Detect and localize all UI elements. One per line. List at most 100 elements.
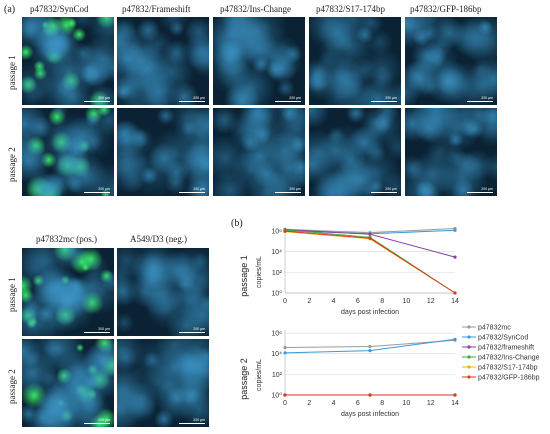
micrograph-top-r1-c2: 200 µm — [117, 17, 209, 105]
scale-bar: 200 µm — [84, 418, 110, 424]
col-title-gfp: p47832/GFP-186bp — [410, 4, 482, 14]
svg-text:p47832/frameshift: p47832/frameshift — [478, 345, 534, 352]
micrograph-top-r1-c4: 200 µm — [309, 17, 401, 105]
legend-entry-3: p47832/frameshift — [462, 345, 534, 352]
micrograph-bottom-1: 200 µm — [22, 248, 114, 336]
svg-text:p47832/GFP-186bp: p47832/GFP-186bp — [478, 375, 540, 382]
x-axis-label: days post infection — [341, 411, 399, 418]
data-point — [368, 393, 372, 397]
data-point — [283, 393, 287, 397]
x-tick-label: 12 — [427, 400, 435, 407]
scale-bar: 200 µm — [275, 96, 301, 102]
data-point — [368, 232, 372, 236]
scale-bar: 200 µm — [179, 187, 205, 193]
x-tick-label: 0 — [283, 400, 287, 407]
scale-bar-label: 200 µm — [385, 96, 397, 100]
x-tick-label: 10 — [403, 298, 411, 305]
y-tick-label: 10⁴ — [271, 351, 282, 358]
micrograph-bottom-2: 200 µm — [117, 248, 209, 336]
panel-b-label: (b) — [231, 218, 243, 229]
x-tick-label: 6 — [356, 400, 360, 407]
micrograph-top-r2-c3: 200 µm — [213, 108, 305, 196]
scale-bar-label: 200 µm — [193, 96, 205, 100]
micrograph-top-r2-c5: 200 µm — [405, 108, 497, 196]
col-title-ins-change: p47832/Ins-Change — [220, 4, 291, 14]
scale-bar-label: 200 µm — [193, 418, 205, 422]
scale-bar: 200 µm — [84, 327, 110, 333]
col-title-s17: p47832/S17-174bp — [316, 4, 386, 14]
legend-entry-4: p47832/Ins-Change — [462, 355, 540, 362]
legend-entry-5: p47832/S17-174bp — [462, 365, 538, 372]
x-tick-label: 6 — [356, 298, 360, 305]
micrograph-top-r2-c4: 200 µm — [309, 108, 401, 196]
scale-bar: 200 µm — [84, 96, 110, 102]
x-tick-label: 4 — [332, 400, 336, 407]
data-point — [453, 393, 457, 397]
scale-bar-label: 200 µm — [98, 187, 110, 191]
col-title-syncod: p47832/SynCod — [30, 4, 89, 14]
series-line-5 — [284, 231, 456, 294]
scale-bar: 200 µm — [179, 418, 205, 424]
x-tick-label: 14 — [451, 400, 459, 407]
scale-bar: 200 µm — [179, 96, 205, 102]
chart-title: passage 1 — [239, 255, 249, 297]
y-tick-label: 10² — [272, 270, 283, 277]
scale-bar-label: 200 µm — [98, 327, 110, 331]
x-tick-label: 0 — [283, 298, 287, 305]
legend-entry-1: p47832mc — [462, 325, 511, 332]
micrograph-top-r1-c5: 200 µm — [405, 17, 497, 105]
x-tick-label: 2 — [307, 400, 311, 407]
svg-text:p47832/S17-174bp: p47832/S17-174bp — [478, 365, 538, 372]
legend-entry-6: p47832/GFP-186bp — [462, 375, 540, 382]
y-tick-label: 10⁴ — [271, 249, 282, 256]
y-tick-label: 10² — [272, 372, 283, 379]
panel-a-label: (a) — [4, 4, 16, 15]
col-title-pos-control: p47832mc (pos.) — [36, 234, 97, 244]
scale-bar: 200 µm — [371, 187, 397, 193]
series-line-6 — [284, 230, 456, 294]
x-tick-label: 8 — [380, 400, 384, 407]
scale-bar-label: 200 µm — [289, 187, 301, 191]
y-tick-label: 10⁰ — [271, 290, 282, 298]
micrograph-top-r1-c1: 200 µm — [22, 17, 114, 105]
micrograph-top-r2-c1: 200 µm — [22, 108, 114, 196]
x-tick-label: 8 — [380, 298, 384, 305]
legend-entry-2: p47832/SynCod — [462, 335, 528, 342]
data-point — [283, 345, 287, 350]
scale-bar-label: 200 µm — [481, 96, 493, 100]
x-tick-label: 10 — [403, 400, 411, 407]
col-title-frameshift: p47832/Frameshift — [122, 4, 191, 14]
scale-bar-label: 200 µm — [385, 187, 397, 191]
y-axis-label: copies/mL — [256, 359, 263, 391]
micrograph-bottom-3: 200 µm — [22, 339, 114, 427]
data-point — [453, 228, 457, 232]
y-axis-label: copies/mL — [256, 256, 263, 288]
scale-bar: 200 µm — [179, 327, 205, 333]
scale-bar-label: 200 µm — [193, 187, 205, 191]
data-point — [283, 351, 287, 355]
micrograph-top-r2-c2: 200 µm — [117, 108, 209, 196]
scale-bar-label: 200 µm — [481, 187, 493, 191]
scale-bar: 200 µm — [275, 187, 301, 193]
scale-bar: 200 µm — [467, 96, 493, 102]
y-tick-label: 10⁶ — [271, 331, 282, 338]
chart-2: 10⁰ 10² 10⁴ 10⁶ 0 2 4 6 8 10 12 14 days post infecti… — [239, 330, 459, 418]
svg-text:p47832/Ins-Change: p47832/Ins-Change — [478, 355, 540, 362]
y-tick-label: 10⁶ — [271, 229, 282, 236]
data-point — [453, 291, 457, 295]
scale-bar-label: 200 µm — [289, 96, 301, 100]
svg-text:p47832mc: p47832mc — [478, 325, 511, 332]
data-point — [368, 236, 372, 240]
data-point — [283, 229, 287, 233]
x-tick-label: 4 — [332, 298, 336, 305]
x-tick-label: 12 — [427, 298, 435, 305]
x-tick-label: 2 — [307, 298, 311, 305]
x-tick-label: 14 — [451, 298, 459, 305]
col-title-neg-control: A549/D3 (neg.) — [130, 234, 187, 244]
scale-bar-label: 200 µm — [98, 96, 110, 100]
x-axis-label: days post infection — [341, 309, 399, 316]
chart-1: 10⁰ 10² 10⁴ 10⁶ 0 2 4 6 8 10 12 14 days post infecti… — [239, 226, 459, 316]
micrograph-bottom-4: 200 µm — [117, 339, 209, 427]
scale-bar-label: 200 µm — [98, 418, 110, 422]
data-point — [368, 349, 372, 353]
